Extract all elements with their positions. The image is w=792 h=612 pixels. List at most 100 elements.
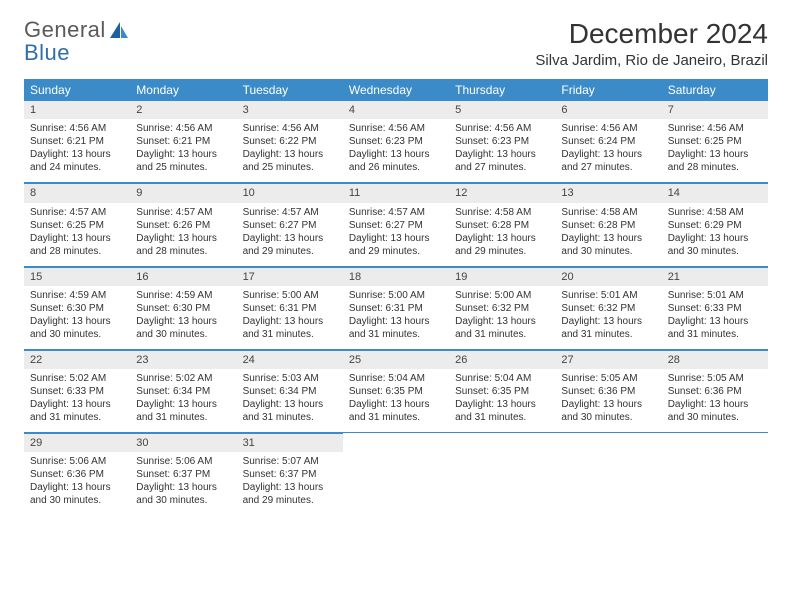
day-body: Sunrise: 4:59 AMSunset: 6:30 PMDaylight:… xyxy=(24,286,130,349)
daylight-line: Daylight: 13 hours and 31 minutes. xyxy=(561,315,655,341)
day-body: Sunrise: 4:58 AMSunset: 6:28 PMDaylight:… xyxy=(555,203,661,266)
day-cell: 17Sunrise: 5:00 AMSunset: 6:31 PMDayligh… xyxy=(237,266,343,349)
daylight-line: Daylight: 13 hours and 30 minutes. xyxy=(668,398,762,424)
day-cell: 2Sunrise: 4:56 AMSunset: 6:21 PMDaylight… xyxy=(130,101,236,183)
day-body: Sunrise: 4:56 AMSunset: 6:23 PMDaylight:… xyxy=(343,119,449,182)
day-body: Sunrise: 5:07 AMSunset: 6:37 PMDaylight:… xyxy=(237,452,343,515)
day-number: 24 xyxy=(237,350,343,369)
sunrise-line: Sunrise: 5:01 AM xyxy=(561,289,655,302)
sunrise-line: Sunrise: 5:00 AM xyxy=(455,289,549,302)
day-body: Sunrise: 4:56 AMSunset: 6:21 PMDaylight:… xyxy=(24,119,130,182)
day-cell: 23Sunrise: 5:02 AMSunset: 6:34 PMDayligh… xyxy=(130,349,236,432)
day-cell: 10Sunrise: 4:57 AMSunset: 6:27 PMDayligh… xyxy=(237,183,343,266)
day-cell xyxy=(662,433,768,516)
daylight-line: Daylight: 13 hours and 28 minutes. xyxy=(30,232,124,258)
day-body: Sunrise: 4:56 AMSunset: 6:22 PMDaylight:… xyxy=(237,119,343,182)
day-cell: 19Sunrise: 5:00 AMSunset: 6:32 PMDayligh… xyxy=(449,266,555,349)
week-row: 1Sunrise: 4:56 AMSunset: 6:21 PMDaylight… xyxy=(24,101,768,183)
day-body: Sunrise: 4:57 AMSunset: 6:27 PMDaylight:… xyxy=(343,203,449,266)
week-row: 15Sunrise: 4:59 AMSunset: 6:30 PMDayligh… xyxy=(24,266,768,349)
day-cell: 4Sunrise: 4:56 AMSunset: 6:23 PMDaylight… xyxy=(343,101,449,183)
day-header: Wednesday xyxy=(343,79,449,101)
sunset-line: Sunset: 6:26 PM xyxy=(136,219,230,232)
sunrise-line: Sunrise: 4:59 AM xyxy=(30,289,124,302)
day-cell: 30Sunrise: 5:06 AMSunset: 6:37 PMDayligh… xyxy=(130,433,236,516)
day-cell: 15Sunrise: 4:59 AMSunset: 6:30 PMDayligh… xyxy=(24,266,130,349)
day-number: 28 xyxy=(662,350,768,369)
sunset-line: Sunset: 6:36 PM xyxy=(668,385,762,398)
logo: General Blue xyxy=(24,18,130,64)
day-cell xyxy=(343,433,449,516)
day-header-row: Sunday Monday Tuesday Wednesday Thursday… xyxy=(24,79,768,101)
day-number: 21 xyxy=(662,267,768,286)
daylight-line: Daylight: 13 hours and 31 minutes. xyxy=(136,398,230,424)
sunrise-line: Sunrise: 5:04 AM xyxy=(349,372,443,385)
sunrise-line: Sunrise: 4:56 AM xyxy=(243,122,337,135)
daylight-line: Daylight: 13 hours and 31 minutes. xyxy=(243,315,337,341)
sunrise-line: Sunrise: 5:05 AM xyxy=(561,372,655,385)
day-body: Sunrise: 5:00 AMSunset: 6:31 PMDaylight:… xyxy=(343,286,449,349)
sunrise-line: Sunrise: 4:56 AM xyxy=(455,122,549,135)
day-number: 3 xyxy=(237,101,343,119)
day-cell: 11Sunrise: 4:57 AMSunset: 6:27 PMDayligh… xyxy=(343,183,449,266)
day-cell: 20 Sunrise: 5:01 AMSunset: 6:32 PMDayligh… xyxy=(555,266,661,349)
day-number: 12 xyxy=(449,183,555,202)
sunset-line: Sunset: 6:37 PM xyxy=(136,468,230,481)
day-body: Sunrise: 4:57 AMSunset: 6:27 PMDaylight:… xyxy=(237,203,343,266)
day-number: 2 xyxy=(130,101,236,119)
sunrise-line: Sunrise: 5:02 AM xyxy=(30,372,124,385)
day-cell: 24Sunrise: 5:03 AMSunset: 6:34 PMDayligh… xyxy=(237,349,343,432)
day-body: Sunrise: 5:05 AMSunset: 6:36 PMDaylight:… xyxy=(555,369,661,432)
day-number: 9 xyxy=(130,183,236,202)
sunset-line: Sunset: 6:32 PM xyxy=(561,302,655,315)
sail-icon xyxy=(108,20,130,46)
day-header: Monday xyxy=(130,79,236,101)
day-cell: 29Sunrise: 5:06 AMSunset: 6:36 PMDayligh… xyxy=(24,433,130,516)
day-cell: 31Sunrise: 5:07 AMSunset: 6:37 PMDayligh… xyxy=(237,433,343,516)
day-body: Sunrise: 5:04 AMSunset: 6:35 PMDaylight:… xyxy=(449,369,555,432)
daylight-line: Daylight: 13 hours and 30 minutes. xyxy=(136,315,230,341)
sunset-line: Sunset: 6:23 PM xyxy=(349,135,443,148)
day-number: 8 xyxy=(24,183,130,202)
sunrise-line: Sunrise: 4:58 AM xyxy=(668,206,762,219)
sunset-line: Sunset: 6:31 PM xyxy=(243,302,337,315)
daylight-line: Daylight: 13 hours and 31 minutes. xyxy=(243,398,337,424)
daylight-line: Daylight: 13 hours and 31 minutes. xyxy=(349,315,443,341)
sunset-line: Sunset: 6:24 PM xyxy=(561,135,655,148)
sunrise-line: Sunrise: 5:00 AM xyxy=(243,289,337,302)
sunset-line: Sunset: 6:35 PM xyxy=(349,385,443,398)
day-cell: 25Sunrise: 5:04 AMSunset: 6:35 PMDayligh… xyxy=(343,349,449,432)
sunrise-line: Sunrise: 5:06 AM xyxy=(30,455,124,468)
daylight-line: Daylight: 13 hours and 25 minutes. xyxy=(243,148,337,174)
sunrise-line: Sunrise: 4:57 AM xyxy=(30,206,124,219)
logo-line2: Blue xyxy=(24,41,106,64)
page-header: General Blue December 2024 Silva Jardim,… xyxy=(24,18,768,69)
daylight-line: Daylight: 13 hours and 28 minutes. xyxy=(136,232,230,258)
daylight-line: Daylight: 13 hours and 30 minutes. xyxy=(30,315,124,341)
sunset-line: Sunset: 6:28 PM xyxy=(455,219,549,232)
week-row: 29Sunrise: 5:06 AMSunset: 6:36 PMDayligh… xyxy=(24,433,768,516)
day-number: 18 xyxy=(343,267,449,286)
day-number: 7 xyxy=(662,101,768,119)
day-cell: 6Sunrise: 4:56 AMSunset: 6:24 PMDaylight… xyxy=(555,101,661,183)
day-number: 20 xyxy=(555,267,661,286)
day-body: Sunrise: 5:05 AMSunset: 6:36 PMDaylight:… xyxy=(662,369,768,432)
sunset-line: Sunset: 6:22 PM xyxy=(243,135,337,148)
daylight-line: Daylight: 13 hours and 30 minutes. xyxy=(668,232,762,258)
sunrise-line: Sunrise: 4:56 AM xyxy=(136,122,230,135)
logo-line1: General xyxy=(24,18,106,41)
day-header: Tuesday xyxy=(237,79,343,101)
day-body: Sunrise: 4:56 AMSunset: 6:23 PMDaylight:… xyxy=(449,119,555,182)
daylight-line: Daylight: 13 hours and 31 minutes. xyxy=(30,398,124,424)
day-cell: 1Sunrise: 4:56 AMSunset: 6:21 PMDaylight… xyxy=(24,101,130,183)
day-number: 19 xyxy=(449,267,555,286)
day-header: Friday xyxy=(555,79,661,101)
day-body: Sunrise: 5:03 AMSunset: 6:34 PMDaylight:… xyxy=(237,369,343,432)
day-body: Sunrise: 4:56 AMSunset: 6:24 PMDaylight:… xyxy=(555,119,661,182)
sunset-line: Sunset: 6:34 PM xyxy=(243,385,337,398)
sunset-line: Sunset: 6:25 PM xyxy=(668,135,762,148)
day-body: Sunrise: 4:58 AMSunset: 6:28 PMDaylight:… xyxy=(449,203,555,266)
day-number: 1 xyxy=(24,101,130,119)
day-number: 15 xyxy=(24,267,130,286)
sunset-line: Sunset: 6:27 PM xyxy=(243,219,337,232)
